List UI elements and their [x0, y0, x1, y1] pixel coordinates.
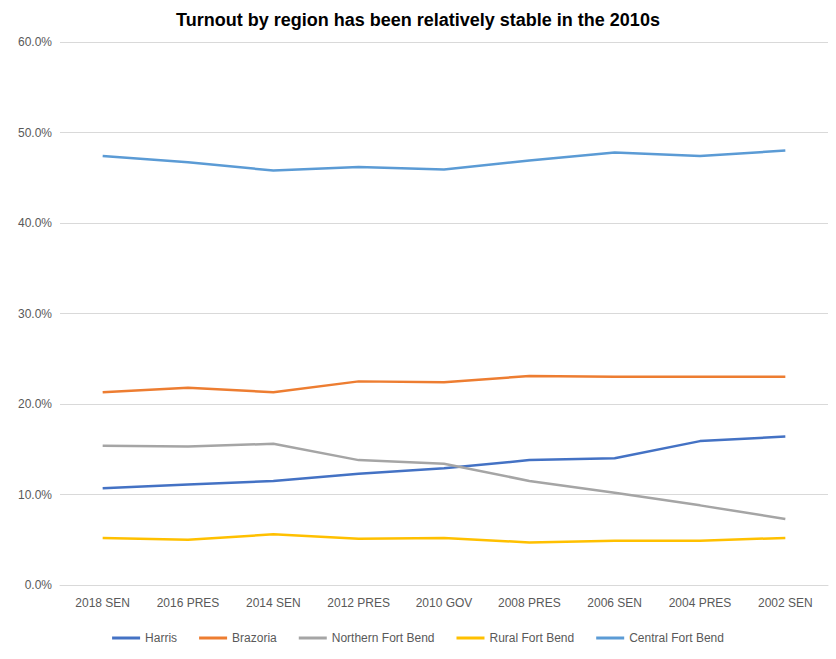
- svg-text:Northern Fort Bend: Northern Fort Bend: [332, 631, 435, 645]
- svg-text:2002 SEN: 2002 SEN: [758, 596, 813, 610]
- svg-text:10.0%: 10.0%: [18, 488, 52, 502]
- svg-text:Rural Fort Bend: Rural Fort Bend: [489, 631, 574, 645]
- svg-text:2004 PRES: 2004 PRES: [669, 596, 732, 610]
- svg-text:30.0%: 30.0%: [18, 307, 52, 321]
- svg-text:Harris: Harris: [145, 631, 177, 645]
- svg-text:60.0%: 60.0%: [18, 35, 52, 49]
- svg-text:Brazoria: Brazoria: [232, 631, 277, 645]
- svg-text:2008 PRES: 2008 PRES: [498, 596, 561, 610]
- svg-text:2012 PRES: 2012 PRES: [327, 596, 390, 610]
- svg-text:2016 PRES: 2016 PRES: [157, 596, 220, 610]
- svg-text:40.0%: 40.0%: [18, 216, 52, 230]
- svg-text:Turnout by region has been rel: Turnout by region has been relatively st…: [176, 10, 660, 30]
- svg-text:2006 SEN: 2006 SEN: [587, 596, 642, 610]
- svg-text:Central Fort Bend: Central Fort Bend: [629, 631, 724, 645]
- svg-text:2018 SEN: 2018 SEN: [75, 596, 130, 610]
- svg-text:2014 SEN: 2014 SEN: [246, 596, 301, 610]
- svg-text:0.0%: 0.0%: [25, 578, 53, 592]
- svg-text:50.0%: 50.0%: [18, 126, 52, 140]
- svg-text:20.0%: 20.0%: [18, 397, 52, 411]
- svg-text:2010 GOV: 2010 GOV: [416, 596, 473, 610]
